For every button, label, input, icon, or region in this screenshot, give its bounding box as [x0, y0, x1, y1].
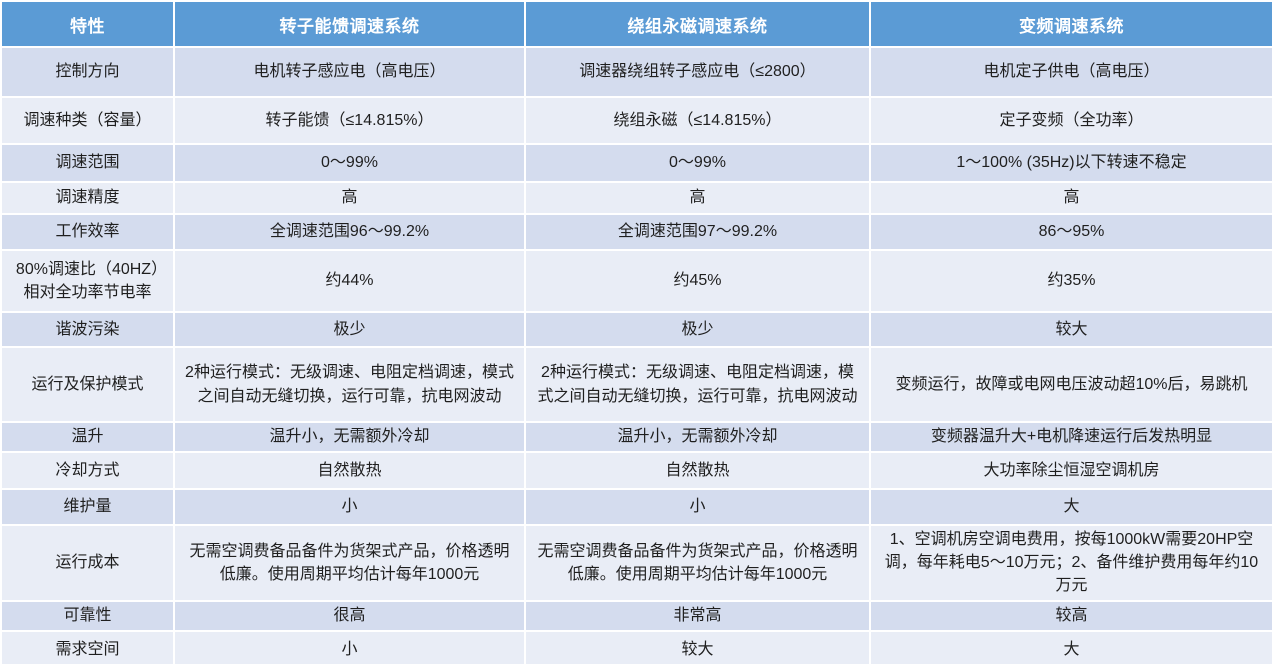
table-cell: 全调速范围97～99.2%	[524, 213, 871, 251]
table-row: 调速范围 0～99% 0～99% 1～100% (35Hz)以下转速不稳定	[0, 143, 1272, 183]
table-cell: 大功率除尘恒湿空调机房	[869, 451, 1272, 490]
table-cell: 电机转子感应电（高电压）	[173, 46, 526, 98]
row-label: 冷却方式	[0, 451, 175, 490]
table-cell: 定子变频（全功率）	[869, 96, 1272, 145]
row-label: 调速范围	[0, 143, 175, 183]
table-row: 调速精度高高高	[0, 181, 1272, 215]
table-cell: 温升小，无需额外冷却	[524, 421, 871, 453]
row-label: 控制方向	[0, 46, 175, 98]
table-cell: 调速器绕组转子感应电（≤2800）	[524, 46, 871, 98]
table-cell: 很高	[173, 599, 526, 632]
column-header-feature: 特性	[0, 0, 175, 48]
table-cell: 极少	[173, 311, 526, 348]
table-cell: 小	[524, 488, 871, 526]
table-cell: 约44%	[173, 249, 526, 313]
table-cell: 变频器温升大+电机降速运行后发热明显	[869, 421, 1272, 453]
table-cell: 转子能馈（≤14.815%）	[173, 96, 526, 145]
table-header: 特性 转子能馈调速系统 绕组永磁调速系统 变频调速系统	[0, 0, 1272, 48]
table-cell: 绕组永磁（≤14.815%）	[524, 96, 871, 145]
row-label: 工作效率	[0, 213, 175, 251]
column-header-system-3: 变频调速系统	[869, 0, 1272, 48]
table-cell: 2种运行模式：无级调速、电阻定档调速，模式之间自动无缝切换，运行可靠，抗电网波动	[173, 346, 526, 423]
row-label: 80%调速比（40HZ）相对全功率节电率	[0, 249, 175, 313]
header-row: 特性 转子能馈调速系统 绕组永磁调速系统 变频调速系统	[0, 0, 1272, 48]
row-label: 需求空间	[0, 629, 175, 664]
row-label: 运行成本	[0, 524, 175, 602]
table-row: 80%调速比（40HZ）相对全功率节电率 约44% 约45% 约35%	[0, 249, 1272, 313]
table-row: 可靠性 很高 非常高 较高	[0, 599, 1272, 632]
column-header-system-1: 转子能馈调速系统	[173, 0, 526, 48]
table-row: 控制方向 电机转子感应电（高电压） 调速器绕组转子感应电（≤2800） 电机定子供电（…	[0, 46, 1272, 98]
table-cell: 约35%	[869, 249, 1272, 313]
table-cell: 86～95%	[869, 213, 1272, 251]
table-cell: 小	[173, 488, 526, 526]
table-cell: 电机定子供电（高电压）	[869, 46, 1272, 98]
table-cell: 高	[524, 181, 871, 215]
row-label: 调速种类（容量）	[0, 96, 175, 145]
table-cell: 自然散热	[524, 451, 871, 490]
table-cell: 较大	[869, 311, 1272, 348]
row-label: 运行及保护模式	[0, 346, 175, 423]
table-cell: 变频运行，故障或电网电压波动超10%后，易跳机	[869, 346, 1272, 423]
table-cell: 较大	[524, 629, 871, 664]
table-cell: 无需空调费备品备件为货架式产品，价格透明低廉。使用周期平均估计每年1000元	[524, 524, 871, 602]
table-cell: 0～99%	[173, 143, 526, 183]
table-row: 谐波污染 极少 极少 较大	[0, 311, 1272, 348]
table-row: 运行及保护模式 2种运行模式：无级调速、电阻定档调速，模式之间自动无缝切换，运行可…	[0, 346, 1272, 423]
row-label: 温升	[0, 421, 175, 453]
table-cell: 极少	[524, 311, 871, 348]
table-cell: 大	[869, 488, 1272, 526]
table-cell: 1～100% (35Hz)以下转速不稳定	[869, 143, 1272, 183]
table-row: 需求空间小较大大	[0, 629, 1272, 664]
column-header-system-2: 绕组永磁调速系统	[524, 0, 871, 48]
table-row: 冷却方式 自然散热 自然散热 大功率除尘恒湿空调机房	[0, 451, 1272, 490]
table-cell: 非常高	[524, 599, 871, 632]
table-cell: 约45%	[524, 249, 871, 313]
row-label: 可靠性	[0, 599, 175, 632]
table-cell: 2种运行模式：无级调速、电阻定档调速，模式之间自动无缝切换，运行可靠，抗电网波动	[524, 346, 871, 423]
table-cell: 小	[173, 629, 526, 664]
table-cell: 较高	[869, 599, 1272, 632]
row-label: 调速精度	[0, 181, 175, 215]
table-cell: 全调速范围96～99.2%	[173, 213, 526, 251]
table-cell: 高	[869, 181, 1272, 215]
table-cell: 自然散热	[173, 451, 526, 490]
table-cell: 无需空调费备品备件为货架式产品，价格透明低廉。使用周期平均估计每年1000元	[173, 524, 526, 602]
table-row: 调速种类（容量） 转子能馈（≤14.815%） 绕组永磁（≤14.815%） 定子变频…	[0, 96, 1272, 145]
table-cell: 大	[869, 629, 1272, 664]
table-row: 温升 温升小，无需额外冷却 温升小，无需额外冷却 变频器温升大+电机降速运行后发热明显	[0, 421, 1272, 453]
table-row: 运行成本 无需空调费备品备件为货架式产品，价格透明低廉。使用周期平均估计每年100…	[0, 524, 1272, 602]
table-row: 工作效率 全调速范围96～99.2% 全调速范围97～99.2% 86～95%	[0, 213, 1272, 251]
table-row: 维护量小小大	[0, 488, 1272, 526]
row-label: 谐波污染	[0, 311, 175, 348]
row-label: 维护量	[0, 488, 175, 526]
table-cell: 温升小，无需额外冷却	[173, 421, 526, 453]
table-cell: 高	[173, 181, 526, 215]
table-cell: 1、空调机房空调电费用，按每1000kW需要20HP空调，每年耗电5～10万元；…	[869, 524, 1272, 602]
table-cell: 0～99%	[524, 143, 871, 183]
table-body: 控制方向 电机转子感应电（高电压） 调速器绕组转子感应电（≤2800） 电机定子供电（…	[0, 46, 1272, 664]
